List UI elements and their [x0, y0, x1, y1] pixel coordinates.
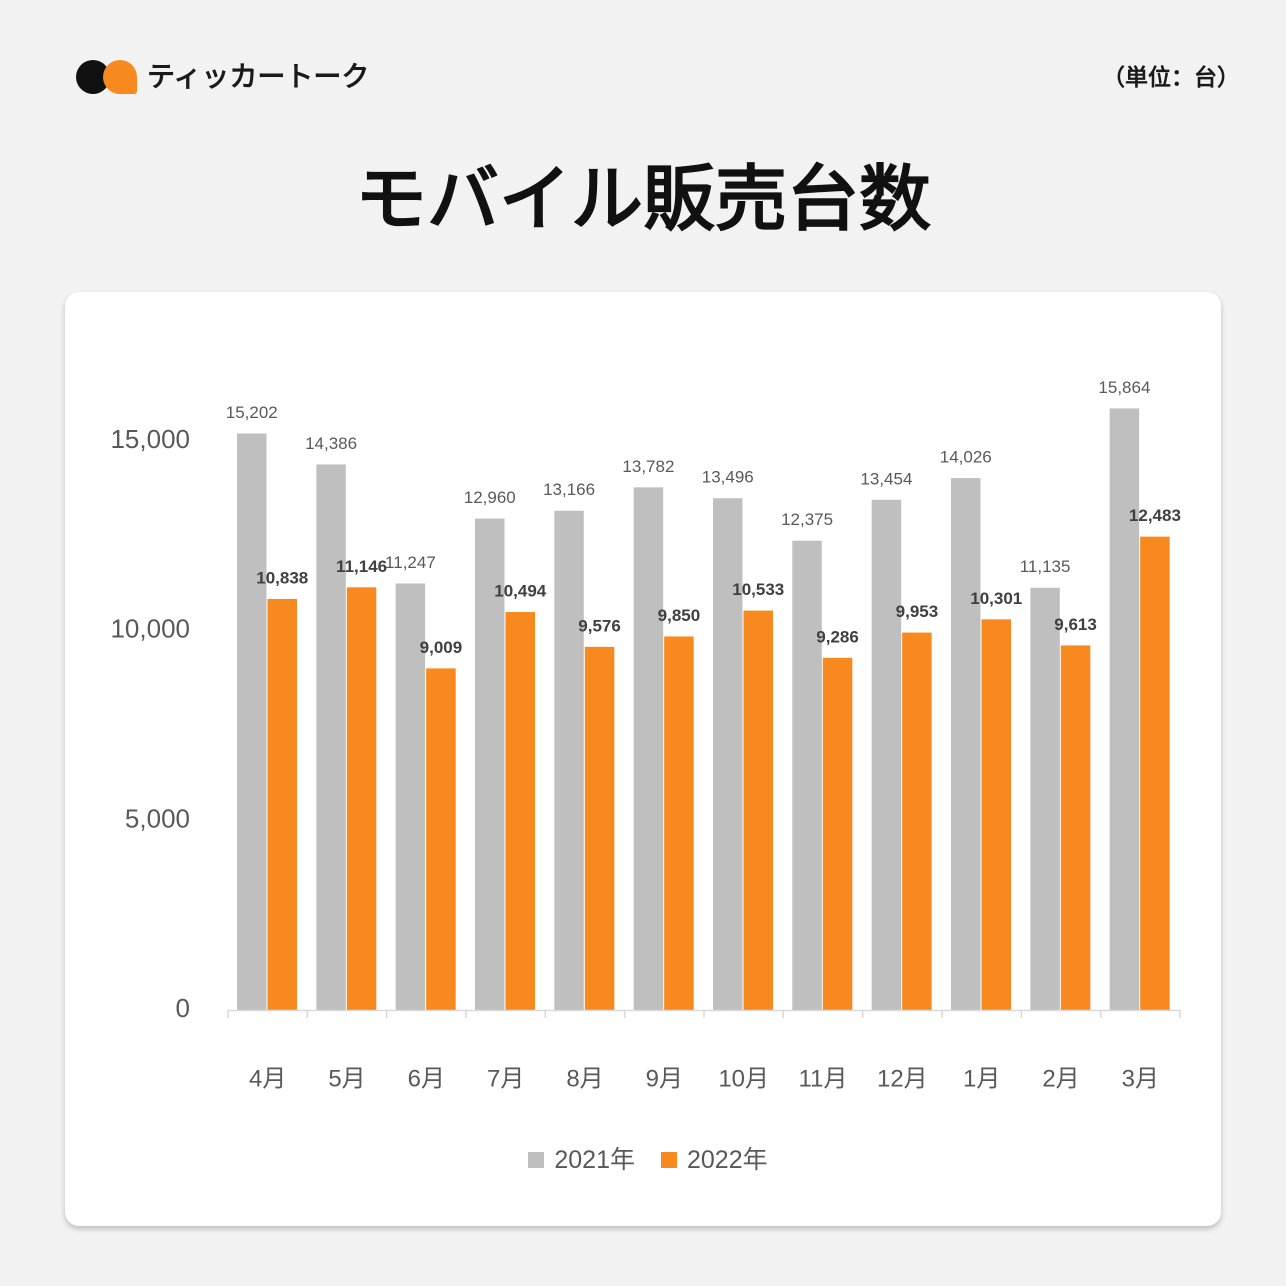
bar-2022-4月 — [267, 599, 297, 1010]
bar-2022-7月 — [505, 612, 535, 1010]
y-tick-label-0: 0 — [176, 993, 190, 1023]
bar-2022-9月 — [664, 636, 694, 1010]
bar-2021-8月 — [554, 510, 584, 1010]
x-category-label-5月: 5月 — [328, 1065, 365, 1092]
data-label-2021-9月: 13,782 — [622, 457, 674, 476]
bar-2022-2月 — [1060, 645, 1091, 1010]
page-title: モバイル販売台数 — [354, 160, 931, 240]
data-label-2022-9月: 9,850 — [658, 606, 701, 625]
data-label-2022-11月: 9,286 — [816, 627, 859, 646]
legend-swatch-2022 — [661, 1152, 677, 1168]
chart-card: 0 5,000 10,000 15,000 15,202 14,386 11,247 12,9… — [65, 292, 1221, 1226]
bar-2022-11月 — [822, 657, 853, 1010]
bar-2022-10月 — [743, 610, 773, 1010]
x-category-label-10月: 10月 — [718, 1065, 769, 1092]
bar-2021-6月 — [395, 583, 426, 1010]
legend-swatch-2021 — [528, 1152, 545, 1168]
bar-chart: 0 5,000 10,000 15,000 15,202 14,386 11,247 12,9… — [110, 378, 1181, 1092]
bar-2021-2月 — [1030, 587, 1060, 1010]
y-tick-label-5000: 5,000 — [125, 803, 190, 833]
x-category-label-7月: 7月 — [487, 1065, 524, 1092]
data-label-2021-8月: 13,166 — [543, 480, 595, 499]
bar-2021-3月 — [1109, 408, 1140, 1011]
data-label-2022-1月: 10,301 — [970, 589, 1022, 608]
data-label-2022-12月: 9,953 — [896, 602, 939, 621]
bar-2021-4月 — [237, 433, 267, 1010]
bar-2022-8月 — [584, 646, 615, 1010]
data-label-2021-1月: 14,026 — [940, 448, 992, 467]
data-label-2021-2月: 11,135 — [1020, 557, 1071, 576]
x-category-label-2月: 2月 — [1042, 1065, 1079, 1092]
bar-2021-5月 — [316, 464, 346, 1010]
bar-2021-11月 — [792, 540, 822, 1010]
data-label-2021-12月: 13,454 — [860, 469, 912, 488]
data-label-2022-6月: 9,009 — [420, 638, 463, 657]
brand-name: ティッカートーク — [147, 61, 370, 92]
data-label-2021-11月: 12,375 — [781, 510, 833, 529]
bar-2021-1月 — [951, 478, 981, 1010]
legend-item-2022: 2022年 — [661, 1145, 768, 1175]
x-category-label-12月: 12月 — [877, 1065, 928, 1092]
data-label-2022-7月: 10,494 — [494, 582, 547, 601]
unit-label: （単位：台） — [1102, 64, 1240, 90]
brand-logo — [76, 60, 138, 96]
data-label-2021-3月: 15,864 — [1098, 378, 1150, 397]
data-label-2021-7月: 12,960 — [464, 488, 516, 507]
legend-item-2021: 2021年 — [528, 1145, 635, 1175]
y-tick-label-10000: 10,000 — [110, 614, 190, 644]
data-label-2022-5月: 11,146 — [336, 557, 387, 576]
bar-2021-12月 — [871, 499, 902, 1010]
bar-2022-1月 — [981, 619, 1011, 1010]
data-label-2022-3月: 12,483 — [1129, 506, 1181, 525]
data-label-2021-5月: 14,386 — [305, 434, 357, 453]
legend-label-2022: 2022年 — [687, 1146, 768, 1174]
bar-2021-10月 — [713, 498, 743, 1010]
data-label-2022-2月: 9,613 — [1054, 615, 1097, 634]
chart-legend: 2021年 2022年 — [75, 1145, 1221, 1175]
data-label-2021-10月: 13,496 — [702, 468, 754, 487]
data-label-2021-6月: 11,247 — [385, 553, 436, 572]
data-label-2022-4月: 10,838 — [256, 568, 308, 587]
x-category-label-6月: 6月 — [408, 1065, 445, 1092]
x-category-label-3月: 3月 — [1122, 1065, 1159, 1092]
data-label-2022-8月: 9,576 — [578, 616, 621, 635]
data-label-2021-4月: 15,202 — [226, 403, 278, 422]
x-category-label-4月: 4月 — [249, 1065, 286, 1092]
data-label-2022-10月: 10,533 — [732, 580, 784, 599]
x-category-label-8月: 8月 — [566, 1065, 603, 1092]
bar-2021-7月 — [475, 518, 505, 1010]
logo-orange-speech-bubble-icon — [103, 60, 137, 94]
y-tick-label-15000: 15,000 — [110, 424, 190, 454]
x-category-label-11月: 11月 — [799, 1065, 848, 1092]
bar-2021-9月 — [633, 487, 664, 1010]
bar-2022-12月 — [902, 632, 932, 1010]
bar-2022-5月 — [346, 587, 377, 1010]
x-category-label-1月: 1月 — [963, 1065, 1000, 1092]
x-category-label-9月: 9月 — [646, 1065, 683, 1092]
bar-2022-6月 — [426, 668, 456, 1010]
legend-label-2021: 2021年 — [554, 1146, 635, 1174]
bar-2022-3月 — [1140, 536, 1170, 1010]
